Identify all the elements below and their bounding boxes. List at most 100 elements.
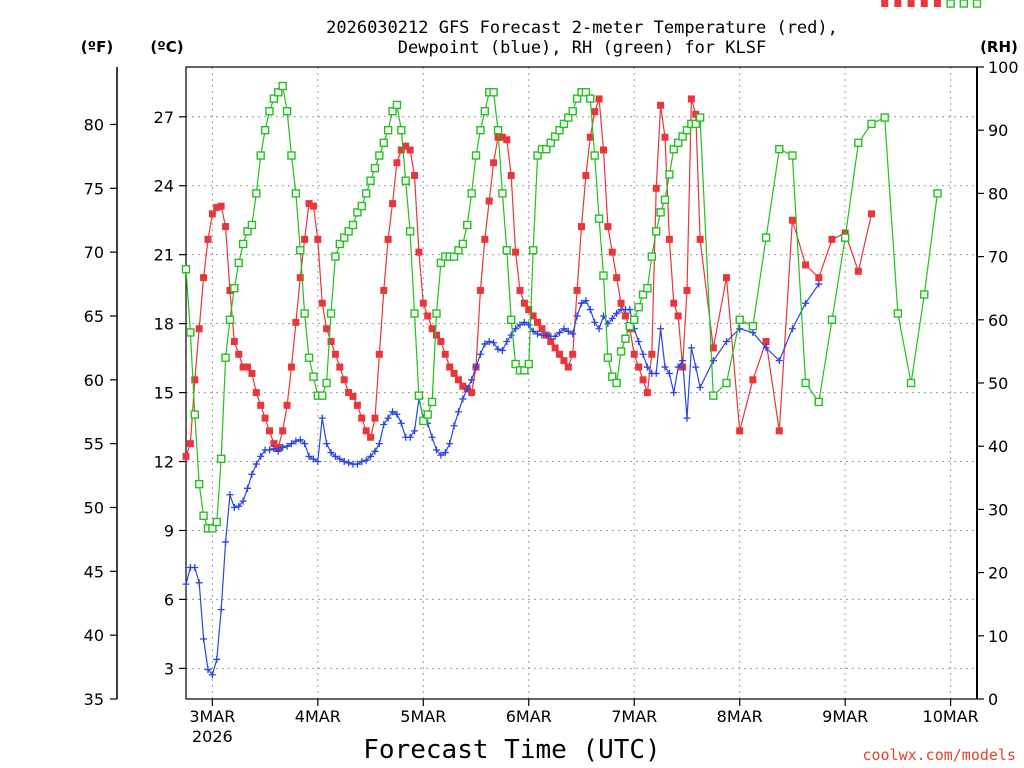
- data-point: [257, 401, 265, 409]
- data-point: [301, 440, 309, 448]
- data-point: [234, 258, 243, 268]
- data-point: [735, 315, 744, 324]
- data-point: [296, 436, 304, 444]
- data-point: [647, 252, 657, 261]
- data-point: [907, 0, 915, 7]
- data-point: [336, 455, 344, 463]
- data-point: [503, 136, 511, 144]
- data-point: [551, 332, 559, 340]
- data-point: [669, 144, 678, 154]
- data-point: [397, 419, 405, 427]
- data-point: [380, 420, 388, 428]
- data-point: [248, 470, 256, 478]
- data-point: [411, 172, 419, 180]
- data-point: [573, 312, 581, 320]
- data-point: [762, 338, 770, 346]
- data-point: [191, 563, 199, 571]
- data-point: [230, 503, 238, 511]
- data-point: [612, 378, 621, 388]
- data-point: [881, 0, 889, 7]
- data-point: [661, 133, 669, 141]
- data-point: [208, 671, 216, 679]
- data-point: [621, 334, 630, 343]
- tick-label-x: 4MAR: [295, 707, 341, 726]
- data-point: [660, 195, 670, 204]
- data-point: [490, 159, 498, 167]
- data-point: [920, 0, 928, 7]
- data-point: [709, 357, 717, 365]
- data-point: [361, 189, 371, 198]
- data-point: [480, 107, 490, 116]
- unit-label-rh: (RH): [980, 38, 1018, 56]
- data-point: [652, 369, 660, 377]
- data-point: [269, 94, 279, 103]
- data-point: [674, 363, 682, 371]
- data-point: [340, 458, 348, 466]
- data-point: [274, 447, 282, 455]
- data-point: [692, 110, 700, 118]
- data-point: [788, 325, 796, 333]
- data-point: [283, 442, 291, 450]
- data-point: [375, 350, 383, 358]
- data-point: [371, 414, 379, 422]
- data-point: [221, 353, 230, 362]
- data-point: [463, 220, 472, 230]
- data-point: [314, 458, 322, 466]
- data-point: [335, 239, 345, 249]
- data-point: [270, 445, 278, 453]
- data-point: [331, 452, 339, 460]
- data-point: [546, 138, 555, 148]
- data-point: [195, 325, 203, 333]
- data-point: [972, 0, 982, 8]
- data-point: [190, 410, 199, 419]
- data-point: [564, 327, 572, 335]
- data-point: [556, 329, 564, 337]
- data-point: [367, 433, 375, 441]
- tick-label-x: 8MAR: [717, 707, 763, 726]
- data-point: [502, 246, 511, 255]
- series-line: [185, 84, 938, 530]
- data-point: [485, 338, 493, 346]
- data-point: [595, 95, 603, 103]
- tick-label-f: 65: [84, 307, 104, 326]
- data-point: [199, 511, 208, 520]
- data-point: [498, 346, 506, 354]
- data-point: [638, 290, 648, 299]
- tick-label-x: 10MAR: [923, 707, 979, 726]
- data-point: [287, 440, 295, 448]
- tick-label-rh: 40: [988, 437, 1008, 456]
- data-point: [674, 312, 682, 320]
- data-point: [222, 538, 230, 546]
- data-point: [582, 297, 590, 305]
- data-point: [279, 443, 287, 451]
- data-point: [613, 309, 621, 317]
- data-point: [265, 107, 274, 116]
- data-point: [204, 666, 212, 674]
- data-point: [599, 271, 608, 280]
- data-point: [512, 325, 520, 333]
- chart-title-line2: Dewpoint (blue), RH (green) for KLSF: [398, 38, 766, 58]
- tick-label-f: 45: [84, 562, 104, 581]
- data-point: [305, 452, 313, 460]
- data-point: [274, 88, 283, 97]
- data-point: [389, 200, 397, 208]
- data-point: [841, 229, 849, 237]
- data-point: [393, 159, 401, 167]
- data-point: [318, 391, 327, 400]
- tick-label-f: 55: [84, 435, 104, 454]
- data-point: [212, 517, 221, 527]
- data-point: [578, 299, 585, 307]
- data-point: [696, 235, 704, 243]
- data-point: [287, 363, 295, 371]
- data-point: [867, 119, 876, 129]
- data-point: [348, 220, 358, 230]
- data-point: [406, 146, 414, 154]
- data-point: [191, 376, 199, 384]
- data-point: [657, 101, 665, 109]
- data-point: [194, 479, 204, 489]
- data-point: [235, 502, 243, 510]
- data-point: [323, 440, 331, 448]
- data-point: [493, 125, 503, 135]
- data-point: [520, 318, 528, 326]
- data-point: [252, 189, 261, 198]
